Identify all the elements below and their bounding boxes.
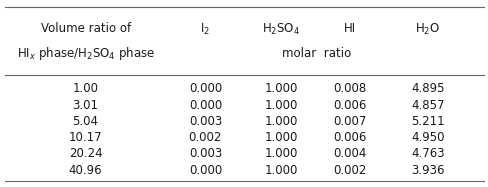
Text: 0.002: 0.002 [332,164,366,177]
Text: 0.008: 0.008 [332,82,366,95]
Text: 1.000: 1.000 [264,115,297,128]
Text: 1.000: 1.000 [264,82,297,95]
Text: 1.000: 1.000 [264,99,297,112]
Text: 4.763: 4.763 [410,147,444,160]
Text: 4.895: 4.895 [410,82,444,95]
Text: 1.000: 1.000 [264,131,297,144]
Text: 10.17: 10.17 [69,131,102,144]
Text: 0.006: 0.006 [332,131,366,144]
Text: H$_2$SO$_4$: H$_2$SO$_4$ [262,22,300,36]
Text: 40.96: 40.96 [69,164,102,177]
Text: molar  ratio: molar ratio [282,47,350,60]
Text: HI: HI [343,22,355,36]
Text: 0.000: 0.000 [188,82,222,95]
Text: 20.24: 20.24 [69,147,102,160]
Text: 0.000: 0.000 [188,99,222,112]
Text: H$_2$O: H$_2$O [414,22,440,36]
Text: 0.006: 0.006 [332,99,366,112]
Text: 3.936: 3.936 [410,164,444,177]
Text: 4.950: 4.950 [410,131,444,144]
Text: 0.004: 0.004 [332,147,366,160]
Text: 5.04: 5.04 [72,115,99,128]
Text: 0.002: 0.002 [188,131,222,144]
Text: I$_2$: I$_2$ [200,22,210,36]
Text: 3.01: 3.01 [72,99,99,112]
Text: 1.000: 1.000 [264,147,297,160]
Text: Volume ratio of: Volume ratio of [41,22,130,36]
Text: 1.00: 1.00 [72,82,99,95]
Text: 4.857: 4.857 [410,99,444,112]
Text: 0.007: 0.007 [332,115,366,128]
Text: 0.003: 0.003 [188,147,222,160]
Text: 0.000: 0.000 [188,164,222,177]
Text: HI$_x$ phase/H$_2$SO$_4$ phase: HI$_x$ phase/H$_2$SO$_4$ phase [17,45,154,62]
Text: 1.000: 1.000 [264,164,297,177]
Text: 5.211: 5.211 [410,115,444,128]
Text: 0.003: 0.003 [188,115,222,128]
